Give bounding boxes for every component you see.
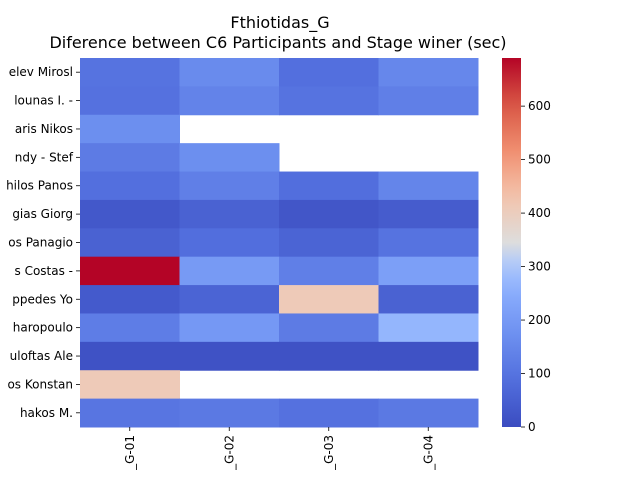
heatmap-cell: [179, 341, 280, 371]
heatmap-cell: [378, 86, 479, 116]
heatmap-cell: [378, 228, 479, 258]
row-label: elev Mirosl: [9, 65, 73, 79]
heatmap-cell: [279, 285, 379, 314]
heatmap-cell: [279, 256, 379, 286]
heatmap-cell: [80, 143, 180, 173]
column-label: _G-02: [222, 435, 236, 471]
row-label: hakos M.: [20, 406, 73, 420]
heatmap-cell: [80, 341, 180, 371]
heatmap-cell: [179, 256, 280, 286]
heatmap-cell: [279, 313, 379, 343]
heatmap-cell: [80, 370, 180, 400]
chart-subtitle: Diference between C6 Participants and St…: [49, 33, 506, 52]
heatmap-cell: [378, 171, 479, 201]
colorbar-tick-label: 100: [528, 367, 551, 381]
row-labels: elev Mirosl lounas I. - aris Nikos ndy - S…: [6, 65, 80, 420]
heatmap-cell: [80, 398, 180, 428]
colorbar-tick-label: 500: [528, 153, 551, 167]
heatmap-cell: [378, 398, 479, 428]
heatmap-cell: [378, 313, 479, 343]
heatmap-cell: [378, 256, 479, 286]
column-label: _G-01: [123, 435, 137, 471]
heatmap-cell: [279, 228, 379, 258]
heatmap-cell: [179, 143, 280, 173]
row-label: uloftas Ale: [10, 349, 73, 363]
colorbar-tick-label: 200: [528, 313, 551, 327]
colorbar-gradient: [502, 58, 521, 427]
heatmap-cell: [378, 58, 479, 87]
heatmap-cell: [80, 58, 180, 87]
colorbar-tick-label: 400: [528, 206, 551, 220]
heatmap-cell: [179, 313, 280, 343]
heatmap-cell: [80, 171, 180, 201]
heatmap-cell: [80, 285, 180, 314]
row-label: ndy - Stef: [15, 150, 74, 164]
heatmap-cell: [179, 228, 280, 258]
heatmap-cell: [279, 58, 379, 87]
heatmap-cell: [279, 398, 379, 428]
colorbar-tick-label: 0: [528, 420, 536, 434]
colorbar-tick-label: 600: [528, 99, 551, 113]
row-label: os Panagio: [8, 236, 73, 250]
row-label: haropoulo: [13, 321, 73, 335]
row-label: ppedes Yo: [12, 292, 73, 306]
heatmap-cells: [80, 58, 479, 428]
heatmap-cell: [80, 199, 180, 229]
heatmap-cell: [179, 171, 280, 201]
heatmap-cell: [378, 285, 479, 314]
heatmap-cell: [378, 199, 479, 229]
heatmap-cell: [378, 341, 479, 371]
colorbar-tick-label: 300: [528, 260, 551, 274]
row-label: os Konstan: [7, 377, 73, 391]
column-label: _G-03: [322, 435, 336, 471]
heatmap-cell: [179, 199, 280, 229]
heatmap-cell: [279, 171, 379, 201]
heatmap-cell: [279, 86, 379, 116]
heatmap-cell: [80, 228, 180, 258]
heatmap-cell: [80, 114, 180, 144]
column-label: _G-04: [421, 435, 435, 471]
chart-title: Fthiotidas_G: [230, 13, 329, 33]
row-label: gias Giorg: [12, 207, 73, 221]
heatmap-cell: [179, 58, 280, 87]
heatmap-cell: [279, 199, 379, 229]
heatmap-cell: [179, 285, 280, 314]
colorbar: 0 100 200 300 400 500 600: [502, 58, 551, 434]
row-label: aris Nikos: [15, 122, 73, 136]
row-label: hilos Panos: [6, 179, 73, 193]
heatmap-cell: [80, 256, 180, 286]
heatmap-cell: [80, 86, 180, 116]
column-labels: _G-01 _G-02 _G-03 _G-04: [123, 427, 435, 471]
row-label: lounas I. -: [14, 94, 73, 108]
row-label: s Costas -: [15, 264, 74, 278]
heatmap-cell: [179, 398, 280, 428]
heatmap-cell: [80, 313, 180, 343]
heatmap-cell: [179, 86, 280, 116]
heatmap-cell: [279, 341, 379, 371]
